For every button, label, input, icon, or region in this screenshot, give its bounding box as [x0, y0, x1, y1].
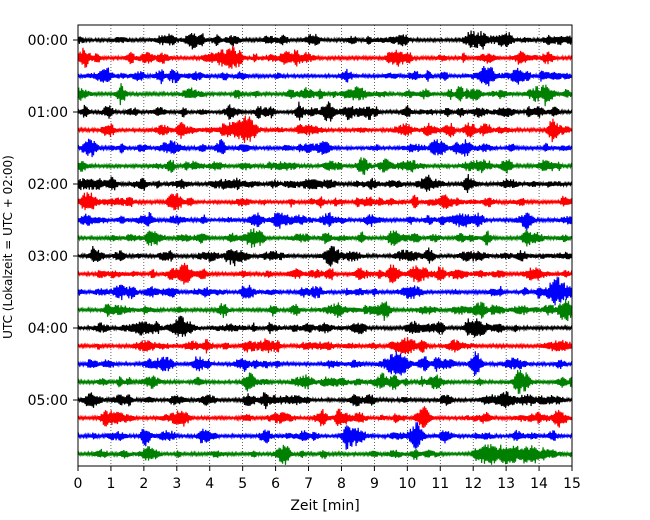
x-tick-label: 6 [271, 476, 280, 492]
trace-line [77, 212, 573, 231]
x-tick-label: 11 [431, 476, 449, 492]
trace-line [77, 157, 573, 175]
x-tick-label: 15 [563, 476, 581, 492]
y-tick-label: 03:00 [28, 249, 68, 265]
trace-line [77, 315, 573, 338]
x-tick-label: 2 [139, 476, 148, 492]
y-tick-label: 04:00 [28, 321, 68, 337]
x-tick-label: 1 [106, 476, 115, 492]
y-tick-label: 02:00 [28, 177, 68, 193]
x-tick-label: 5 [238, 476, 247, 492]
trace-line [77, 192, 573, 211]
trace-line [77, 298, 573, 322]
trace-line [77, 83, 573, 107]
x-tick-label: 0 [74, 476, 83, 492]
y-tick-label: 00:00 [28, 33, 68, 49]
trace-line [77, 277, 573, 306]
x-tick-label: 3 [172, 476, 181, 492]
y-tick-label: 01:00 [28, 105, 68, 121]
plot-frame [77, 24, 573, 467]
trace-layer [77, 30, 573, 465]
trace-line [77, 262, 573, 285]
x-tick-label: 12 [464, 476, 482, 492]
trace-line [77, 406, 573, 428]
y-tick-label: 05:00 [28, 393, 68, 409]
trace-line [77, 228, 573, 248]
trace-line [77, 337, 573, 355]
y-axis: 00:00 01:00 02:00 03:00 04:00 05:00 [28, 33, 78, 409]
trace-line [77, 444, 573, 465]
trace-line [77, 174, 573, 194]
x-tick-label: 4 [205, 476, 214, 492]
x-axis-label: Zeit [min] [290, 498, 359, 514]
x-tick-label: 13 [497, 476, 515, 492]
trace-line [77, 391, 573, 410]
trace-line [77, 422, 573, 450]
x-axis: 0 1 2 3 4 5 6 7 8 9 10 11 12 13 14 15 [74, 466, 581, 492]
x-tick-label: 9 [370, 476, 379, 492]
x-tick-label: 7 [304, 476, 313, 492]
trace-line [77, 101, 573, 122]
x-tick-label: 10 [398, 476, 416, 492]
trace-line [77, 138, 573, 158]
trace-line [77, 351, 573, 377]
trace-line [77, 30, 573, 50]
y-axis-label: UTC (Lokalzeit = UTC + 02:00) [1, 155, 15, 339]
x-tick-label: 8 [337, 476, 346, 492]
trace-line [77, 115, 573, 144]
x-tick-label: 14 [530, 476, 548, 492]
trace-line [77, 46, 573, 69]
trace-line [77, 369, 573, 394]
trace-line [77, 245, 573, 267]
trace-line [77, 65, 573, 87]
